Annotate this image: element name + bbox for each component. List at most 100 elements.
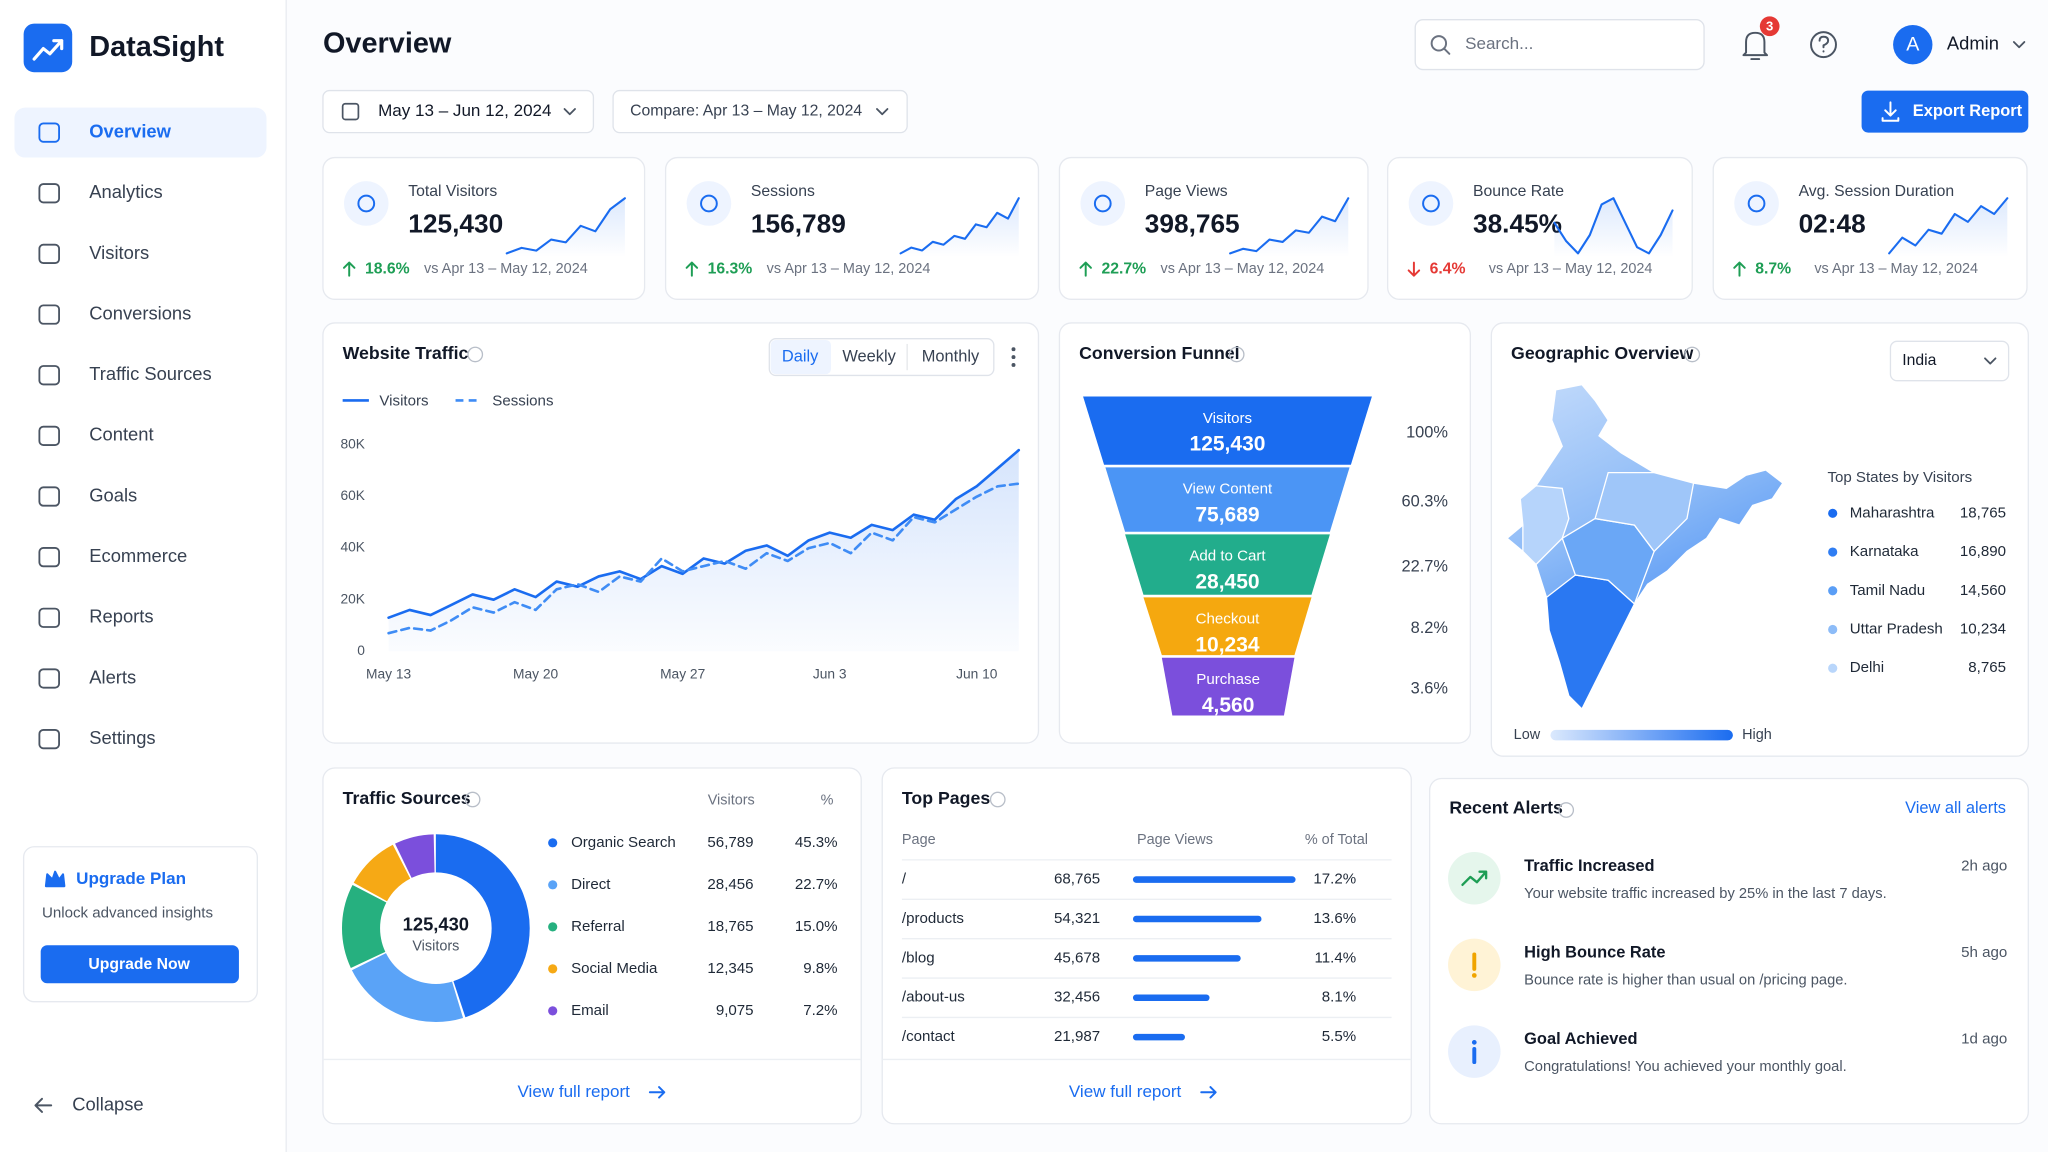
legend-gradient (1550, 729, 1733, 741)
alert-title: Traffic Increased (1524, 857, 1654, 875)
alert-text: Bounce rate is higher than usual on /pri… (1524, 973, 1847, 989)
kpi-icon-glyph (1747, 194, 1766, 213)
nav-icon (38, 122, 60, 143)
legend-dot (548, 880, 558, 890)
kpi-change: 16.3% (708, 260, 753, 277)
legend-high: High (1742, 727, 1772, 743)
kpi-icon-glyph (357, 194, 376, 213)
country-select[interactable] (1889, 340, 2010, 382)
search-box[interactable] (1414, 19, 1705, 71)
compare-picker[interactable] (612, 89, 908, 134)
nav-item[interactable]: Alerts (89, 666, 136, 687)
help-mark (1818, 35, 1830, 53)
funnel-percent: 60.3% (1402, 492, 1449, 510)
y-tick-label: 80K (340, 437, 365, 452)
search-icon-handle (1443, 47, 1451, 55)
state-dot (1828, 663, 1838, 673)
card (1058, 156, 1369, 300)
export-label[interactable]: Export Report (1913, 102, 2023, 120)
logo-icon (23, 23, 73, 73)
nav-icon (38, 729, 60, 750)
legend-dot (548, 1006, 558, 1016)
nav-item[interactable]: Traffic Sources (89, 363, 211, 384)
user-name[interactable]: Admin (1947, 32, 1999, 53)
info-icon (464, 791, 481, 808)
nav-item[interactable]: Ecommerce (89, 545, 187, 566)
tab[interactable]: Weekly (842, 347, 896, 365)
source-name: Direct (571, 876, 611, 893)
source-visitors: 28,456 (707, 876, 753, 893)
kpi-value: 125,430 (408, 209, 503, 239)
funnel-stage-name: View Content (1183, 481, 1273, 498)
upgrade-title: Upgrade Plan (76, 869, 186, 888)
alert-time: 5h ago (1961, 944, 2007, 961)
view-report-link[interactable]: View full report (1069, 1082, 1182, 1101)
funnel-stage-value: 4,560 (1202, 694, 1255, 717)
source-percent: 7.2% (803, 1002, 837, 1019)
nav-icon (38, 607, 60, 628)
nav-icon (38, 243, 60, 265)
kpi-compare: vs Apr 13 – May 12, 2024 (1161, 261, 1325, 277)
x-tick-label: Jun 3 (813, 666, 847, 681)
state-name: Karnataka (1850, 543, 1919, 560)
nav-item[interactable]: Analytics (89, 181, 162, 202)
funnel-percent: 22.7% (1402, 557, 1449, 575)
page-bar (1132, 994, 1210, 1002)
upgrade-text: Unlock advanced insights (42, 905, 213, 922)
nav-item[interactable]: Visitors (89, 242, 149, 263)
collapse[interactable]: Collapse (72, 1093, 143, 1114)
funnel-stage (1105, 467, 1350, 532)
page-percent: 17.2% (1313, 871, 1356, 888)
column-header: Page Views (1137, 832, 1213, 848)
state-value: 10,234 (1960, 620, 2006, 637)
view-report-link[interactable]: View full report (517, 1082, 630, 1101)
card (664, 156, 1040, 300)
notification-count: 3 (1766, 18, 1773, 33)
sparkline (1229, 197, 1350, 255)
info-icon (989, 791, 1006, 808)
alert-glyph-dot (1471, 973, 1477, 978)
upgrade-button[interactable] (40, 945, 239, 984)
nav-item[interactable]: Content (89, 424, 153, 445)
legend-label: Sessions (492, 393, 553, 410)
state-name: Delhi (1850, 659, 1884, 676)
card-title: Top Pages (902, 788, 990, 808)
upgrade-button-label[interactable]: Upgrade Now (88, 956, 190, 973)
nav-item[interactable]: Reports (89, 606, 153, 627)
kpi-arrow (1407, 261, 1421, 277)
nav-item[interactable]: Conversions (89, 302, 191, 323)
card (1490, 322, 2029, 757)
y-tick-label: 40K (340, 540, 365, 555)
page-percent: 8.1% (1322, 989, 1356, 1006)
bell-icon[interactable] (1742, 31, 1769, 61)
page-views: 54,321 (1054, 910, 1100, 927)
x-tick-label: May 13 (366, 666, 411, 681)
tab[interactable]: Monthly (922, 347, 980, 365)
nav-item[interactable]: Settings (89, 727, 155, 748)
state-dot (1828, 624, 1838, 635)
nav-item[interactable]: Overview (89, 120, 171, 141)
nav-item[interactable]: Goals (89, 484, 137, 505)
donut-slice (341, 834, 530, 1023)
more-icon (1011, 355, 1016, 360)
y-tick-label: 20K (340, 591, 365, 606)
kpi-icon-glyph (1422, 194, 1440, 213)
state-value: 18,765 (1960, 504, 2006, 521)
donut-slice (341, 834, 530, 1023)
card (1712, 156, 2028, 300)
country-select-label: India (1902, 352, 1936, 369)
alert-glyph-dot (1471, 1040, 1477, 1045)
kpi-change: 22.7% (1101, 260, 1146, 277)
view-alerts-link[interactable]: View all alerts (1905, 799, 2006, 817)
funnel-stage (1143, 597, 1312, 656)
funnel-percent: 8.2% (1411, 619, 1448, 637)
date-picker[interactable] (322, 89, 595, 134)
source-name: Email (571, 1002, 609, 1019)
export-button[interactable] (1861, 90, 2029, 133)
help-icon[interactable] (1810, 31, 1837, 59)
collapse-icon (34, 1097, 53, 1113)
tab[interactable]: Daily (782, 347, 819, 365)
alert-glyph (1461, 870, 1488, 887)
info-icon (1684, 346, 1701, 363)
